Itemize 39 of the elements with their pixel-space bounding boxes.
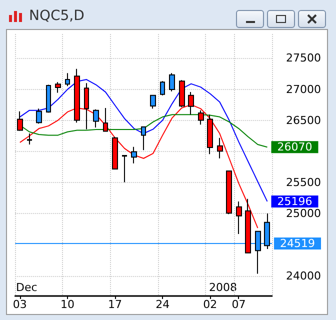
candlestick: [27, 133, 32, 145]
candlestick: [198, 110, 204, 126]
candlestick: [226, 170, 232, 215]
candlestick: [207, 114, 213, 155]
x-tick-label: 07: [232, 298, 246, 311]
candlestick: [131, 146, 137, 164]
x-tick-label: 02: [203, 298, 218, 311]
candlestick: [46, 84, 51, 114]
y-tick-label: 26500: [286, 114, 322, 127]
candlestick: [150, 94, 156, 110]
line-series: [19, 79, 268, 202]
candlestick: [122, 155, 127, 183]
candlestick: [55, 82, 61, 94]
x-tick-label: 03: [12, 298, 27, 311]
y-tick-label: 27500: [286, 52, 322, 65]
x-tick-label: 17: [108, 298, 122, 311]
annotation: 2008: [209, 281, 237, 294]
candlestick: [65, 72, 70, 87]
y-tick-label: 25000: [286, 207, 322, 220]
x-tick-label: 24: [156, 298, 170, 311]
candlestick: [36, 108, 42, 124]
data-label: 25196: [277, 194, 312, 208]
candlestick: [112, 136, 118, 170]
candlestick: [141, 126, 146, 151]
candlestick: [169, 72, 175, 92]
y-tick-label: 25500: [286, 176, 322, 190]
candlestick: [103, 107, 108, 132]
data-label: 26070: [277, 140, 312, 154]
candlestick: [93, 108, 99, 128]
y-tick-label: 24000: [286, 269, 322, 282]
y-tick-label: 27000: [286, 82, 322, 96]
candlestick: [17, 110, 23, 132]
ref-line-label: 24519: [280, 237, 316, 250]
candlestick: [236, 201, 242, 235]
annotation: Dec: [16, 281, 38, 294]
x-tick-label: 10: [60, 298, 74, 311]
candlestick: [217, 137, 223, 159]
candlestick: [160, 80, 165, 96]
chart-title: NQC5,D: [29, 8, 84, 24]
